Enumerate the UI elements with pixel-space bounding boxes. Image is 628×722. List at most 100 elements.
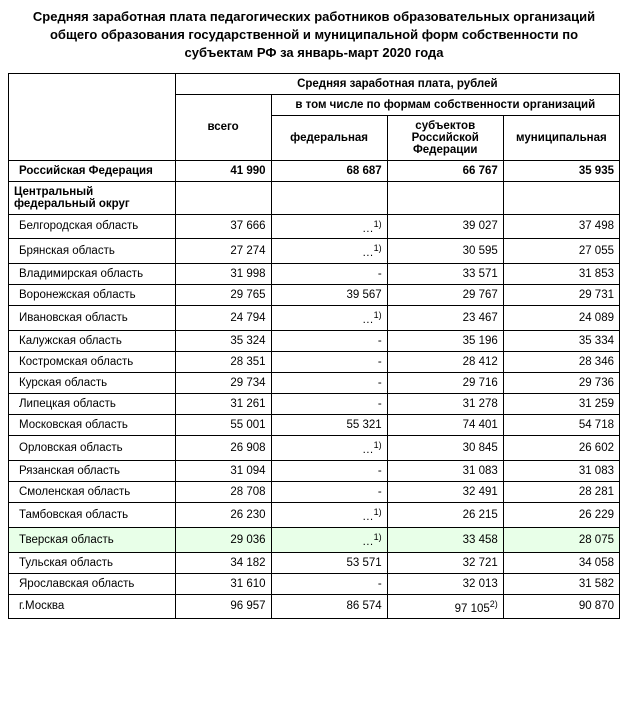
row-c3: 29 767 [387, 285, 503, 306]
row-label: Московская область [9, 415, 176, 436]
table-row: Тамбовская область26 230…1)26 21526 229 [9, 502, 620, 527]
table-row: Рязанская область31 094-31 08331 083 [9, 460, 620, 481]
row-c4: 35 334 [503, 331, 619, 352]
header-municipal: муниципальная [503, 115, 619, 160]
row-label: Калужская область [9, 331, 176, 352]
district-c4 [503, 181, 619, 214]
row-c3: 31 278 [387, 394, 503, 415]
row-c2: …1) [271, 502, 387, 527]
table-row: Калужская область35 324-35 19635 334 [9, 331, 620, 352]
row-c4: 27 055 [503, 239, 619, 264]
table-row: Владимирская область31 998-33 57131 853 [9, 264, 620, 285]
row-c1: 26 908 [175, 436, 271, 461]
page-title: Средняя заработная плата педагогических … [8, 8, 620, 63]
header-federal: федеральная [271, 115, 387, 160]
row-c2: 55 321 [271, 415, 387, 436]
row-c4: 24 089 [503, 306, 619, 331]
total-row: Российская Федерация41 99068 68766 76735… [9, 160, 620, 181]
table-row: Воронежская область29 76539 56729 76729 … [9, 285, 620, 306]
row-c1: 27 274 [175, 239, 271, 264]
header-total: всего [175, 94, 271, 160]
row-c1: 26 230 [175, 502, 271, 527]
row-c2: - [271, 373, 387, 394]
row-label: Тверская область [9, 527, 176, 552]
table-row: Тверская область29 036…1)33 45828 075 [9, 527, 620, 552]
row-c4: 29 736 [503, 373, 619, 394]
row-c4: 90 870 [503, 594, 619, 619]
row-label: Тамбовская область [9, 502, 176, 527]
row-c3: 30 845 [387, 436, 503, 461]
district-c3 [387, 181, 503, 214]
row-c2: …1) [271, 527, 387, 552]
row-c4: 34 058 [503, 552, 619, 573]
table-row: Белгородская область37 666…1)39 02737 49… [9, 214, 620, 239]
row-c3: 35 196 [387, 331, 503, 352]
row-label: г.Москва [9, 594, 176, 619]
table-row: Ярославская область31 610-32 01331 582 [9, 573, 620, 594]
row-c2: …1) [271, 214, 387, 239]
row-label: Костромская область [9, 352, 176, 373]
row-c1: 55 001 [175, 415, 271, 436]
row-c3: 74 401 [387, 415, 503, 436]
table-row: г.Москва96 95786 57497 1052)90 870 [9, 594, 620, 619]
row-c1: 24 794 [175, 306, 271, 331]
total-c2: 68 687 [271, 160, 387, 181]
row-c4: 31 853 [503, 264, 619, 285]
row-c4: 28 281 [503, 481, 619, 502]
row-label: Белгородская область [9, 214, 176, 239]
row-c4: 54 718 [503, 415, 619, 436]
header-subjects: субъектов Российской Федерации [387, 115, 503, 160]
row-c2: …1) [271, 306, 387, 331]
row-label: Ивановская область [9, 306, 176, 331]
row-c2: …1) [271, 436, 387, 461]
table-row: Тульская область34 18253 57132 72134 058 [9, 552, 620, 573]
row-c3: 97 1052) [387, 594, 503, 619]
header-main: Средняя заработная плата, рублей [175, 73, 619, 94]
row-c1: 28 351 [175, 352, 271, 373]
row-c1: 34 182 [175, 552, 271, 573]
total-c4: 35 935 [503, 160, 619, 181]
table-row: Смоленская область28 708-32 49128 281 [9, 481, 620, 502]
table-row: Брянская область27 274…1)30 59527 055 [9, 239, 620, 264]
row-c1: 35 324 [175, 331, 271, 352]
row-c3: 26 215 [387, 502, 503, 527]
table-row: Курская область29 734-29 71629 736 [9, 373, 620, 394]
total-label: Российская Федерация [9, 160, 176, 181]
row-c2: …1) [271, 239, 387, 264]
row-c3: 28 412 [387, 352, 503, 373]
total-c1: 41 990 [175, 160, 271, 181]
row-label: Орловская область [9, 436, 176, 461]
row-label: Воронежская область [9, 285, 176, 306]
row-c4: 31 259 [503, 394, 619, 415]
row-label: Брянская область [9, 239, 176, 264]
row-c1: 28 708 [175, 481, 271, 502]
row-c1: 29 036 [175, 527, 271, 552]
row-c2: - [271, 352, 387, 373]
row-c1: 31 261 [175, 394, 271, 415]
row-c2: - [271, 264, 387, 285]
row-c2: - [271, 331, 387, 352]
row-c1: 31 610 [175, 573, 271, 594]
row-label: Рязанская область [9, 460, 176, 481]
table-row: Костромская область28 351-28 41228 346 [9, 352, 620, 373]
row-c4: 29 731 [503, 285, 619, 306]
row-c3: 23 467 [387, 306, 503, 331]
row-label: Ярославская область [9, 573, 176, 594]
district-row: Центральный федеральный округ [9, 181, 620, 214]
row-label: Тульская область [9, 552, 176, 573]
table-row: Ивановская область24 794…1)23 46724 089 [9, 306, 620, 331]
row-c1: 29 765 [175, 285, 271, 306]
row-c2: - [271, 573, 387, 594]
row-c4: 28 075 [503, 527, 619, 552]
row-label: Владимирская область [9, 264, 176, 285]
row-c4: 26 229 [503, 502, 619, 527]
row-label: Курская область [9, 373, 176, 394]
row-c3: 30 595 [387, 239, 503, 264]
row-label: Липецкая область [9, 394, 176, 415]
row-c3: 33 458 [387, 527, 503, 552]
row-c3: 32 491 [387, 481, 503, 502]
row-c2: 39 567 [271, 285, 387, 306]
row-c2: - [271, 481, 387, 502]
row-c2: - [271, 394, 387, 415]
row-c4: 28 346 [503, 352, 619, 373]
